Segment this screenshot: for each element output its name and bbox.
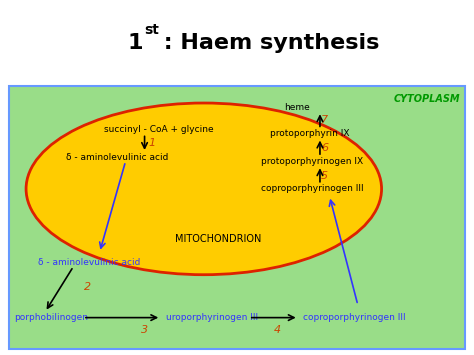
Text: succinyl - CoA + glycine: succinyl - CoA + glycine — [104, 125, 214, 134]
Ellipse shape — [26, 103, 382, 275]
Text: coproporphyrinogen III: coproporphyrinogen III — [303, 313, 406, 322]
Text: 1: 1 — [128, 33, 144, 53]
Text: protoporphyrin IX: protoporphyrin IX — [270, 129, 350, 138]
FancyBboxPatch shape — [9, 86, 465, 349]
Text: uroporphyrinogen III: uroporphyrinogen III — [166, 313, 258, 322]
Text: MITOCHONDRION: MITOCHONDRION — [175, 234, 261, 244]
Text: δ - aminolevulinic acid: δ - aminolevulinic acid — [66, 153, 169, 162]
Text: 1: 1 — [148, 138, 155, 148]
Text: : Haem synthesis: : Haem synthesis — [156, 33, 380, 53]
Text: st: st — [145, 23, 159, 37]
Text: 7: 7 — [321, 115, 328, 125]
Text: δ - aminolevulinic acid: δ - aminolevulinic acid — [38, 258, 140, 267]
Text: 5: 5 — [321, 171, 328, 181]
Text: protoporphyrinogen IX: protoporphyrinogen IX — [261, 157, 363, 166]
Text: coproporphyrinogen III: coproporphyrinogen III — [261, 184, 364, 193]
Text: 2: 2 — [84, 282, 91, 292]
Text: 6: 6 — [321, 143, 328, 153]
Text: 3: 3 — [141, 325, 148, 335]
Text: porphobilinogen: porphobilinogen — [14, 313, 88, 322]
Text: CYTOPLASM: CYTOPLASM — [393, 94, 460, 104]
Text: heme: heme — [284, 103, 310, 112]
Text: 4: 4 — [273, 325, 281, 335]
